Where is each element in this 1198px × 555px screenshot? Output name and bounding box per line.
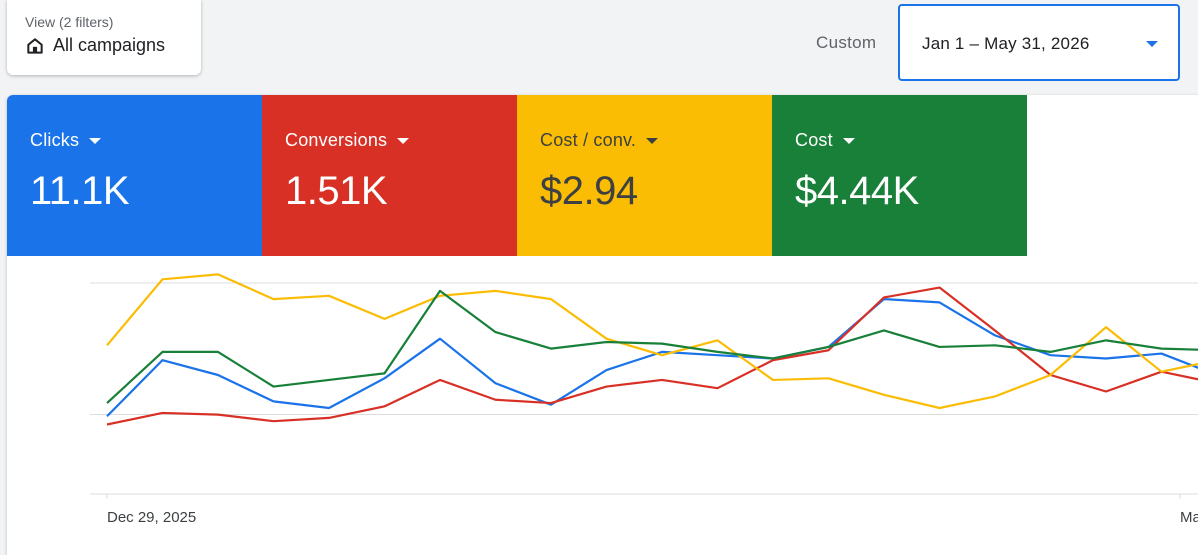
scorecard-cost-per-conv[interactable]: Cost / conv. $2.94 xyxy=(517,95,772,256)
caret-down-icon[interactable] xyxy=(397,138,410,144)
x-tick-label: Dec 29, 2025 xyxy=(107,509,196,526)
scorecard-label: Cost / conv. xyxy=(540,130,637,150)
view-row: All campaigns xyxy=(25,35,201,56)
scorecard-value: $4.44K xyxy=(795,169,919,213)
view-selector[interactable]: View (2 filters) All campaigns xyxy=(7,0,201,75)
series-line-cost-conv- xyxy=(106,273,1198,410)
view-caption: View (2 filters) xyxy=(25,14,114,30)
series-line-conversions xyxy=(106,286,1198,426)
scorecard-conversions[interactable]: Conversions 1.51K xyxy=(262,95,517,256)
date-preset-label: Custom xyxy=(816,33,877,52)
performance-card: Clicks 11.1K Conversions 1.51K Cost / co… xyxy=(7,95,1198,555)
home-icon xyxy=(27,37,43,54)
scorecard-clicks[interactable]: Clicks 11.1K xyxy=(7,95,262,256)
x-tick-label: Ma xyxy=(1180,509,1198,526)
chart-series xyxy=(106,273,1198,426)
scorecard-label: Conversions xyxy=(285,130,388,150)
series-line-clicks xyxy=(106,297,1198,418)
scorecard-label: Cost xyxy=(795,130,833,150)
view-title: All campaigns xyxy=(53,35,166,55)
scorecard-value: $2.94 xyxy=(540,169,638,213)
date-range-value: Jan 1 – May 31, 2026 xyxy=(922,34,1090,53)
line-chart: Dec 29, 2025 Ma xyxy=(90,273,1198,526)
scorecard-value: 11.1K xyxy=(30,169,130,213)
scorecard-value: 1.51K xyxy=(285,169,388,213)
caret-down-icon[interactable] xyxy=(842,138,855,144)
scorecard-label: Clicks xyxy=(30,130,80,150)
scorecard-cost[interactable]: Cost $4.44K xyxy=(772,95,1027,256)
caret-down-icon[interactable] xyxy=(89,138,102,144)
caret-down-icon[interactable] xyxy=(646,138,659,144)
chart-x-axis: Dec 29, 2025 Ma xyxy=(106,494,1198,526)
date-range-picker[interactable]: Jan 1 – May 31, 2026 xyxy=(898,4,1180,81)
series-line-cost xyxy=(106,289,1198,404)
scorecard-row: Clicks 11.1K Conversions 1.51K Cost / co… xyxy=(7,95,1027,256)
chevron-down-icon xyxy=(1146,41,1158,47)
chart-grid xyxy=(90,282,1198,495)
